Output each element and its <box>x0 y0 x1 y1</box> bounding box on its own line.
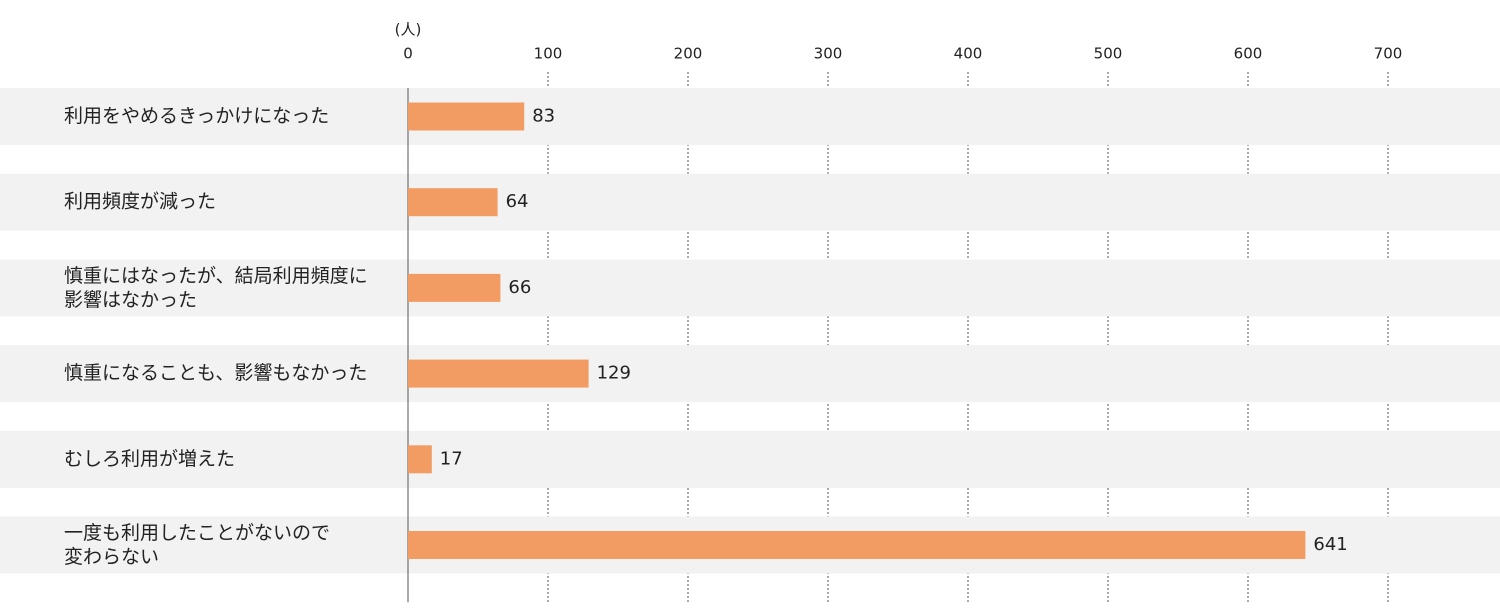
bar <box>408 531 1306 559</box>
category-label: 慎重にはなったが、結局利用頻度に影響はなかった <box>64 264 368 310</box>
x-tick-label: 100 <box>534 45 563 63</box>
value-label: 641 <box>1313 534 1347 555</box>
bar <box>408 445 432 474</box>
x-tick-label: 500 <box>1094 45 1123 63</box>
row-band <box>0 345 1500 403</box>
row-band <box>0 430 1500 488</box>
bar <box>408 273 501 302</box>
row-band <box>0 259 1500 317</box>
category-label: 一度も利用したことがないので変わらない <box>64 522 330 568</box>
x-tick-label: 200 <box>674 45 703 63</box>
x-tick-label: 0 <box>403 45 413 63</box>
x-tick-label: 600 <box>1234 45 1263 63</box>
x-tick-label: 400 <box>954 45 983 63</box>
category-label: 利用頻度が減った <box>64 191 216 213</box>
bar <box>408 102 525 131</box>
value-label: 83 <box>532 106 555 127</box>
x-tick-label: 300 <box>814 45 843 63</box>
row-band <box>0 173 1500 231</box>
bar <box>408 359 589 388</box>
category-label: むしろ利用が増えた <box>64 448 235 470</box>
category-label: 慎重になることも、影響もなかった <box>64 362 367 384</box>
value-label: 129 <box>597 363 631 384</box>
bar <box>408 188 498 217</box>
value-label: 66 <box>508 277 531 298</box>
row-band <box>0 88 1500 145</box>
value-label: 17 <box>440 448 463 469</box>
x-tick-label: 700 <box>1374 45 1403 63</box>
value-label: 64 <box>506 191 529 212</box>
category-label: 利用をやめるきっかけになった <box>64 105 329 127</box>
x-axis-label: (人) <box>395 21 422 39</box>
